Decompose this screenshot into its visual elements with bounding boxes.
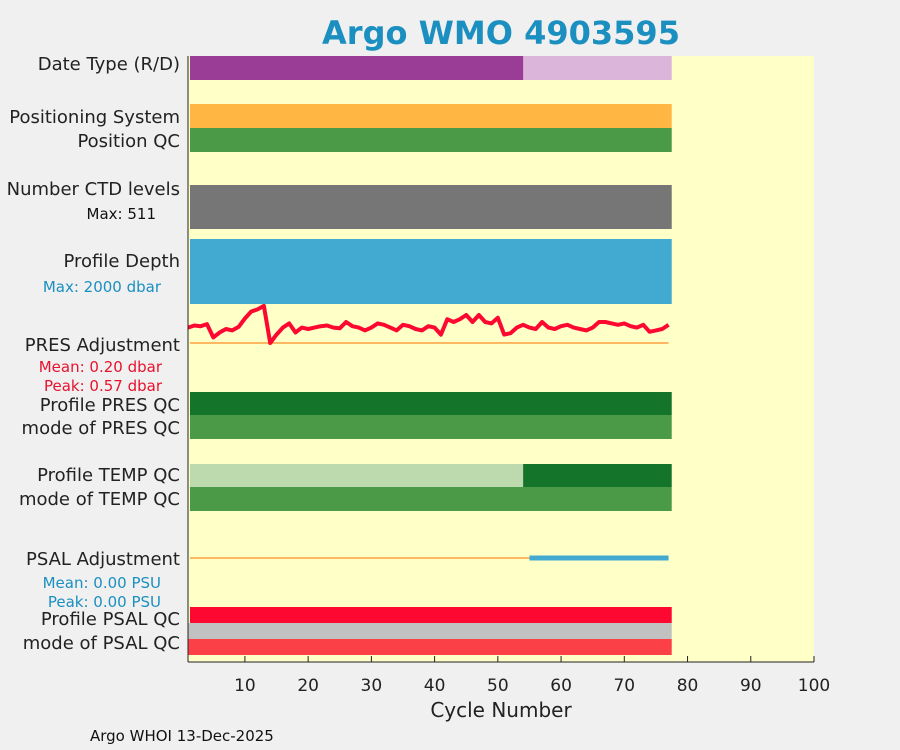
note-depth-max: Max: 2000 dbar xyxy=(43,278,162,296)
label-positioning-system: Positioning System xyxy=(9,107,180,128)
x-axis-label: Cycle Number xyxy=(430,698,572,722)
label-mode-psal-qc: mode of PSAL QC xyxy=(23,633,180,654)
bar-profile-temp-qc-seg-2 xyxy=(523,464,672,487)
bar-number-ctd-levels-seg-1 xyxy=(190,185,672,229)
x-tick-label-50: 50 xyxy=(487,676,509,696)
x-tick-label-100: 100 xyxy=(798,676,830,696)
label-psal-adjustment: PSAL Adjustment xyxy=(26,549,180,570)
label-profile-psal-qc: Profile PSAL QC xyxy=(41,609,180,630)
label-profile-depth: Profile Depth xyxy=(63,251,180,272)
label-date-type: Date Type (R/D) xyxy=(38,54,180,75)
x-tick-label-10: 10 xyxy=(234,676,256,696)
bar-profile-temp-qc-seg-1 xyxy=(190,464,527,487)
note-ctd-max: Max: 511 xyxy=(87,205,156,223)
note-pres-mean: Mean: 0.20 dbar xyxy=(39,358,163,376)
x-tick-label-30: 30 xyxy=(361,676,383,696)
adjustment-lines xyxy=(187,303,670,561)
label-profile-temp-qc: Profile TEMP QC xyxy=(37,465,180,486)
note-psal-peak: Peak: 0.00 PSU xyxy=(48,593,161,611)
x-tick-label-40: 40 xyxy=(424,676,446,696)
label-mode-pres-qc: mode of PRES QC xyxy=(22,418,180,439)
note-psal-mean: Mean: 0.00 PSU xyxy=(43,574,161,592)
label-position-qc: Position QC xyxy=(77,131,180,152)
label-profile-pres-qc: Profile PRES QC xyxy=(40,395,180,416)
bar-mode-psal-qc-lower xyxy=(188,639,672,655)
chart-title: Argo WMO 4903595 xyxy=(322,14,680,52)
x-tick-label-80: 80 xyxy=(677,676,699,696)
label-number-ctd-levels: Number CTD levels xyxy=(7,179,180,200)
plot-area xyxy=(188,56,814,662)
bar-mode-temp-qc-seg-1 xyxy=(190,487,672,511)
x-tick-label-90: 90 xyxy=(740,676,762,696)
note-pres-peak: Peak: 0.57 dbar xyxy=(44,377,163,395)
x-tick-label-20: 20 xyxy=(297,676,319,696)
bar-positioning-system-seg-1 xyxy=(190,104,672,128)
bar-mode-pres-qc-seg-1 xyxy=(190,415,672,439)
bar-profile-pres-qc-seg-1 xyxy=(190,392,672,415)
bar-position-qc-seg-1 xyxy=(190,128,672,152)
label-pres-adjustment: PRES Adjustment xyxy=(25,335,180,356)
bar-mode-psal-qc-upper xyxy=(188,623,672,639)
bar-date-type-seg-1 xyxy=(190,56,527,80)
x-tick-label-70: 70 xyxy=(613,676,635,696)
x-tick-label-60: 60 xyxy=(550,676,572,696)
x-axis-ticks: 10 20 30 40 50 60 70 80 90 100 xyxy=(234,656,830,696)
footer-credit: Argo WHOI 13-Dec-2025 xyxy=(90,727,274,745)
bar-profile-psal-qc-seg-1 xyxy=(190,607,672,623)
pres-adjustment-series xyxy=(187,303,670,345)
bar-profile-depth-seg-1 xyxy=(190,239,672,304)
label-mode-temp-qc: mode of TEMP QC xyxy=(19,489,180,510)
bar-date-type-seg-2 xyxy=(523,56,672,80)
status-bars xyxy=(188,56,672,655)
